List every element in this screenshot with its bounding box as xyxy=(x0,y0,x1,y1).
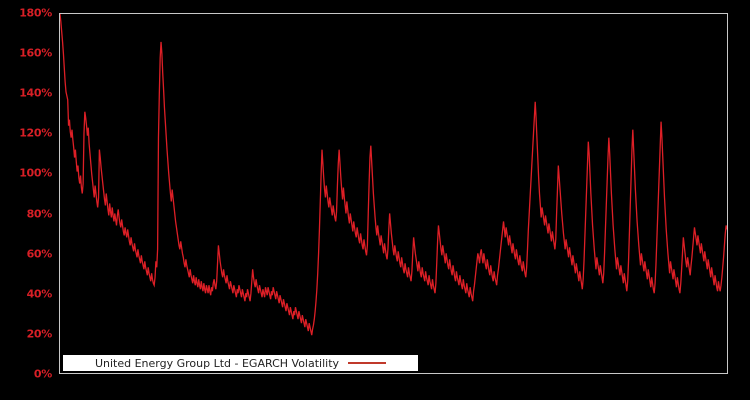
y-axis-tick-label: 20% xyxy=(26,327,53,341)
plot-area xyxy=(59,13,728,374)
y-axis-tick-label: 120% xyxy=(19,126,52,140)
y-axis-tick-label: 140% xyxy=(19,86,52,100)
y-axis-tick-label: 80% xyxy=(26,207,53,221)
y-axis-tick-label: 60% xyxy=(26,247,53,261)
volatility-series-svg xyxy=(60,14,727,336)
legend-label: United Energy Group Ltd - EGARCH Volatil… xyxy=(94,356,340,370)
y-axis-tick-label: 40% xyxy=(26,287,53,301)
y-axis-tick-label: 100% xyxy=(19,166,52,180)
y-axis-tick-label: 160% xyxy=(19,46,52,60)
y-axis-tick-label: 180% xyxy=(19,6,52,20)
chart-legend: United Energy Group Ltd - EGARCH Volatil… xyxy=(63,355,418,371)
y-axis-tick-label: 0% xyxy=(33,367,52,381)
volatility-line xyxy=(60,14,727,336)
legend-line-swatch xyxy=(348,362,387,364)
